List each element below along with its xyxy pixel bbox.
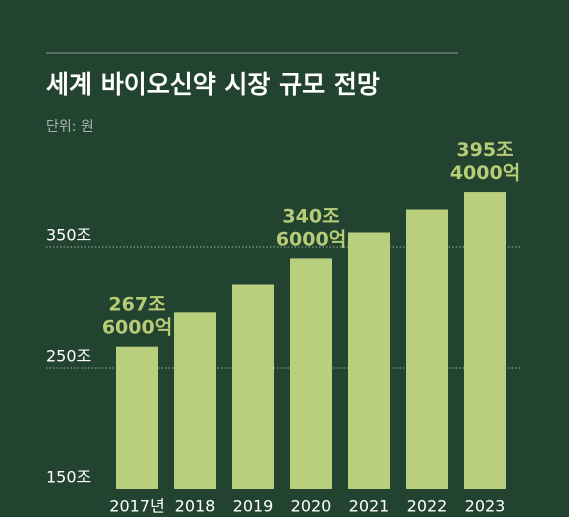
- x-tick-label: 2021: [349, 497, 390, 516]
- chart-subtitle: 단위: 원: [46, 119, 94, 135]
- bar: [464, 192, 506, 490]
- chart-title: 세계 바이오신약 시장 규모 전망: [46, 70, 380, 99]
- bar: [232, 284, 274, 489]
- bar: [174, 312, 216, 489]
- value-label-line: 6000억: [102, 316, 172, 338]
- bar: [290, 258, 332, 489]
- y-tick-label: 350조: [46, 226, 91, 245]
- x-tick-label: 2018: [175, 497, 216, 516]
- y-tick-label: 250조: [46, 347, 91, 366]
- value-label-line: 6000억: [276, 228, 346, 250]
- value-label: 395조 4000억: [450, 139, 520, 184]
- x-tick-label: 2020: [291, 497, 332, 516]
- value-label-line: 267조: [108, 293, 165, 315]
- y-tick-label: 150조: [46, 468, 91, 487]
- bar: [348, 232, 390, 490]
- x-tick-label: 2022: [407, 497, 448, 516]
- value-label: 267조 6000억: [102, 293, 172, 338]
- bar: [116, 346, 158, 489]
- value-label: 340조 6000억: [276, 205, 346, 250]
- x-tick-label: 2017년: [109, 497, 164, 516]
- value-label-line: 4000억: [450, 162, 520, 184]
- value-label-line: 340조: [282, 205, 339, 227]
- x-tick-label: 2023: [465, 497, 506, 516]
- value-label-line: 395조: [456, 139, 513, 161]
- x-tick-label: 2019: [233, 497, 274, 516]
- bar: [406, 209, 448, 490]
